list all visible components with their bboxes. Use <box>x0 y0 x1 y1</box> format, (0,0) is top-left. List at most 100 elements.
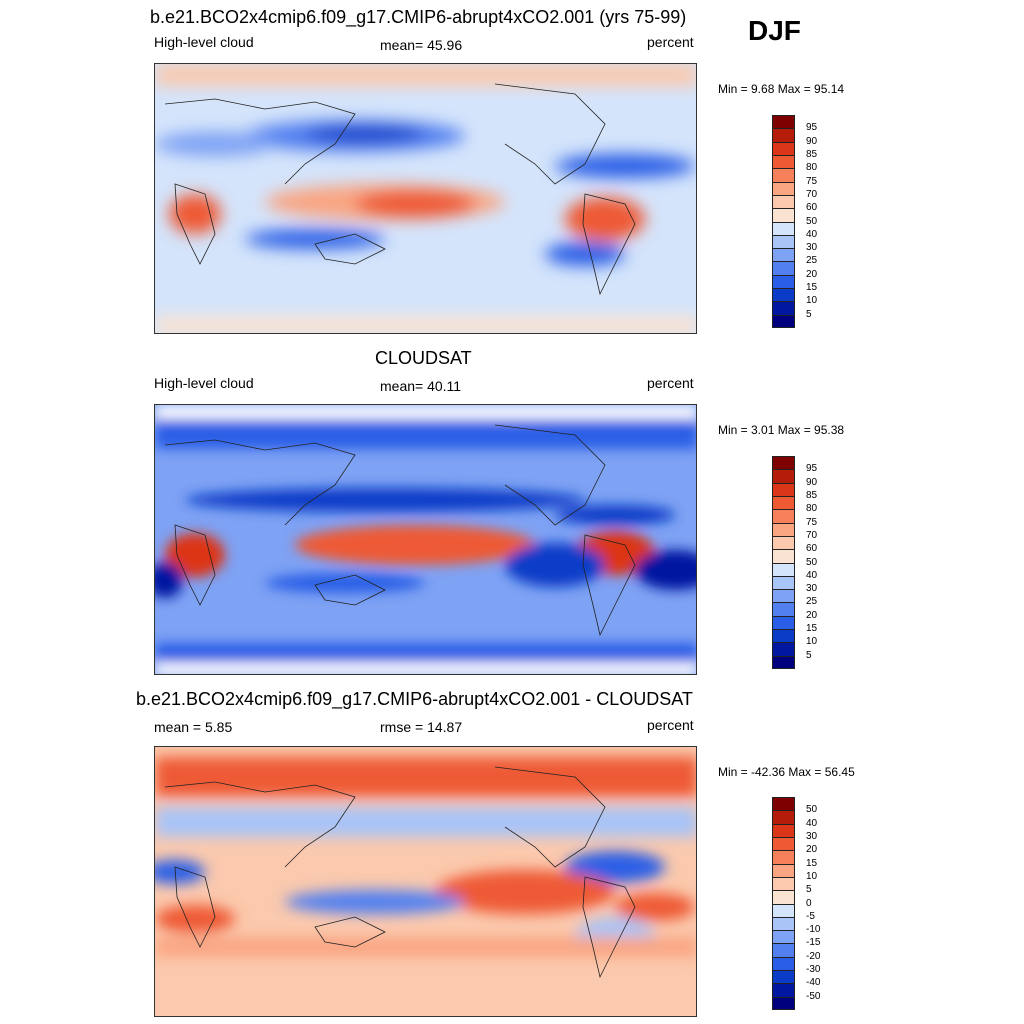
panel-2-minmax: Min = 3.01 Max = 95.38 <box>718 423 845 437</box>
colorbar-tick-label: 30 <box>806 242 818 254</box>
panel-2-coastlines <box>164 424 636 637</box>
colorbar-box <box>772 890 795 904</box>
colorbar-box <box>772 535 795 550</box>
panel-3-map <box>154 746 697 1017</box>
colorbar-tick-label: 60 <box>806 202 818 214</box>
colorbar-box <box>772 469 795 483</box>
colorbar-box <box>772 234 795 249</box>
colorbar-tick-label: 70 <box>806 529 818 541</box>
colorbar-box <box>772 836 795 851</box>
colorbar-tick-label: 50 <box>806 804 818 816</box>
colorbar-tick-label: 95 <box>806 122 818 134</box>
colorbar-box <box>772 642 795 656</box>
colorbar-box <box>772 509 795 523</box>
colorbar-tick-label: -5 <box>806 910 815 922</box>
panel-2-mean: mean= 40.11 <box>380 378 462 394</box>
colorbar-box <box>772 575 795 590</box>
colorbar-tick-label: 20 <box>806 268 818 280</box>
colorbar-tick-label: 95 <box>806 463 818 475</box>
colorbar-box <box>772 549 795 563</box>
panel-2-title: CLOUDSAT <box>375 348 472 368</box>
panel-1-mean: mean= 45.96 <box>380 37 463 53</box>
colorbar-box <box>772 903 795 917</box>
colorbar-tick-label: 0 <box>806 897 812 909</box>
colorbar-tick-label: 5 <box>806 649 812 661</box>
colorbar-box <box>772 589 795 603</box>
panel-3-minmax: Min = -42.36 Max = 56.45 <box>718 765 855 779</box>
colorbar-tick-label: -30 <box>806 964 821 976</box>
colorbar-tick-label: 15 <box>806 623 818 635</box>
panel-2-map-svg <box>155 405 696 674</box>
colorbar-box <box>772 194 795 209</box>
panel-3-colorbar <box>772 797 795 1010</box>
colorbar-box <box>772 797 795 811</box>
colorbar-box <box>772 615 795 630</box>
colorbar-tick-label: 50 <box>806 215 818 227</box>
colorbar-tick-label: 5 <box>806 308 812 320</box>
panel-3-map-field <box>155 757 696 1016</box>
colorbar-tick-label: 10 <box>806 870 818 882</box>
panel-1-map-field <box>155 64 696 333</box>
colorbar-box <box>772 943 795 957</box>
colorbar-tick-label: 40 <box>806 228 818 240</box>
colorbar-box <box>772 128 795 142</box>
colorbar-box <box>772 248 795 262</box>
colorbar-box <box>772 876 795 891</box>
colorbar-box <box>772 456 795 470</box>
colorbar-tick-label: 40 <box>806 817 818 829</box>
colorbar-box <box>772 154 795 169</box>
panel-3-title: b.e21.BCO2x4cmip6.f09_g17.CMIP6-abrupt4x… <box>136 689 693 709</box>
colorbar-box <box>772 274 795 289</box>
colorbar-box <box>772 629 795 643</box>
colorbar-box <box>772 562 795 576</box>
panel-1-map-svg <box>155 64 696 333</box>
colorbar-tick-label: 80 <box>806 503 818 515</box>
panel-1-colorbar <box>772 115 795 328</box>
colorbar-tick-label: 50 <box>806 556 818 568</box>
colorbar-tick-label: 85 <box>806 148 818 160</box>
colorbar-tick-label: 30 <box>806 583 818 595</box>
panel-3-mean: mean = 5.85 <box>154 719 233 735</box>
colorbar-tick-label: 70 <box>806 188 818 200</box>
colorbar-box <box>772 314 795 328</box>
colorbar-tick-label: 20 <box>806 844 818 856</box>
colorbar-tick-label: 15 <box>806 282 818 294</box>
panel-1-units: percent <box>647 34 694 50</box>
colorbar-box <box>772 916 795 931</box>
panel-2-map-field <box>155 405 696 674</box>
colorbar-tick-label: 40 <box>806 569 818 581</box>
colorbar-tick-label: 60 <box>806 543 818 555</box>
panel-3-map-svg <box>155 747 696 1016</box>
colorbar-box <box>772 221 795 235</box>
colorbar-box <box>772 930 795 944</box>
season-label: DJF <box>748 15 801 46</box>
colorbar-tick-label: 75 <box>806 516 818 528</box>
panel-1-coastlines <box>164 83 636 296</box>
colorbar-tick-label: 85 <box>806 489 818 501</box>
panel-2-units: percent <box>647 375 694 391</box>
panel-2-colorbar <box>772 456 795 669</box>
panel-2-left-label: High-level cloud <box>154 375 254 391</box>
colorbar-box <box>772 655 795 669</box>
colorbar-box <box>772 181 795 195</box>
panel-3-units: percent <box>647 717 694 733</box>
panel-2-map <box>154 404 697 675</box>
colorbar-tick-label: 20 <box>806 609 818 621</box>
panel-1-title: b.e21.BCO2x4cmip6.f09_g17.CMIP6-abrupt4x… <box>150 7 687 27</box>
colorbar-tick-label: 75 <box>806 175 818 187</box>
colorbar-tick-label: 10 <box>806 295 818 307</box>
colorbar-tick-label: 90 <box>806 135 818 147</box>
colorbar-box <box>772 863 795 877</box>
colorbar-box <box>772 970 795 984</box>
panel-1-minmax: Min = 9.68 Max = 95.14 <box>718 82 845 96</box>
colorbar-box <box>772 495 795 510</box>
colorbar-tick-label: -20 <box>806 950 821 962</box>
colorbar-tick-label: 15 <box>806 857 818 869</box>
panel-3-rmse: rmse = 14.87 <box>380 719 463 735</box>
colorbar-box <box>772 482 795 496</box>
colorbar-tick-label: 10 <box>806 636 818 648</box>
colorbar-tick-label: 30 <box>806 830 818 842</box>
colorbar-box <box>772 115 795 129</box>
colorbar-box <box>772 301 795 315</box>
colorbar-box <box>772 168 795 182</box>
